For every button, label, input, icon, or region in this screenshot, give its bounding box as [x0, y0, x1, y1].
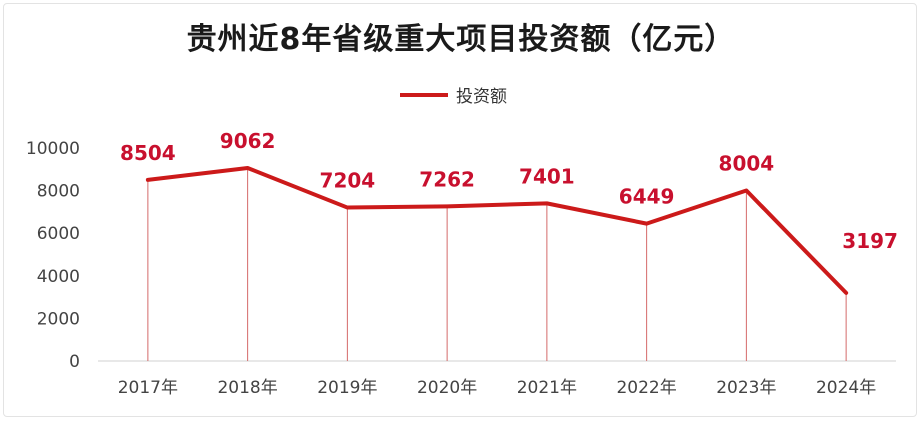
x-tick-label: 2021年 [517, 378, 577, 398]
legend-line-swatch [400, 92, 448, 97]
x-tick-label: 2019年 [317, 378, 377, 398]
y-tick-label: 10000 [26, 139, 80, 159]
y-tick-label: 4000 [37, 267, 80, 287]
x-tick-label: 2024年 [816, 378, 876, 398]
x-tick-label: 2023年 [716, 378, 776, 398]
data-label: 3197 [842, 229, 898, 253]
data-label: 7401 [519, 164, 575, 188]
data-label: 7262 [419, 167, 475, 191]
data-label: 8004 [719, 152, 775, 176]
x-tick-label: 2018年 [217, 378, 277, 398]
legend: 投资额 [400, 82, 507, 107]
legend-label: 投资额 [456, 87, 507, 107]
data-label: 9062 [220, 129, 276, 153]
series-line [145, 165, 849, 295]
data-label: 8504 [120, 141, 176, 165]
x-tick-label: 2020年 [417, 378, 477, 398]
x-tick-label: 2017年 [118, 378, 178, 398]
y-tick-label: 6000 [37, 224, 80, 244]
chart-title: 贵州近8年省级重大项目投资额（亿元） [186, 22, 736, 57]
y-tick-label: 8000 [37, 182, 80, 202]
y-tick-label: 2000 [37, 309, 80, 329]
x-tick-label: 2022年 [616, 378, 676, 398]
data-label: 7204 [320, 169, 376, 193]
y-tick-label: 0 [69, 352, 80, 372]
data-label: 6449 [619, 185, 675, 209]
